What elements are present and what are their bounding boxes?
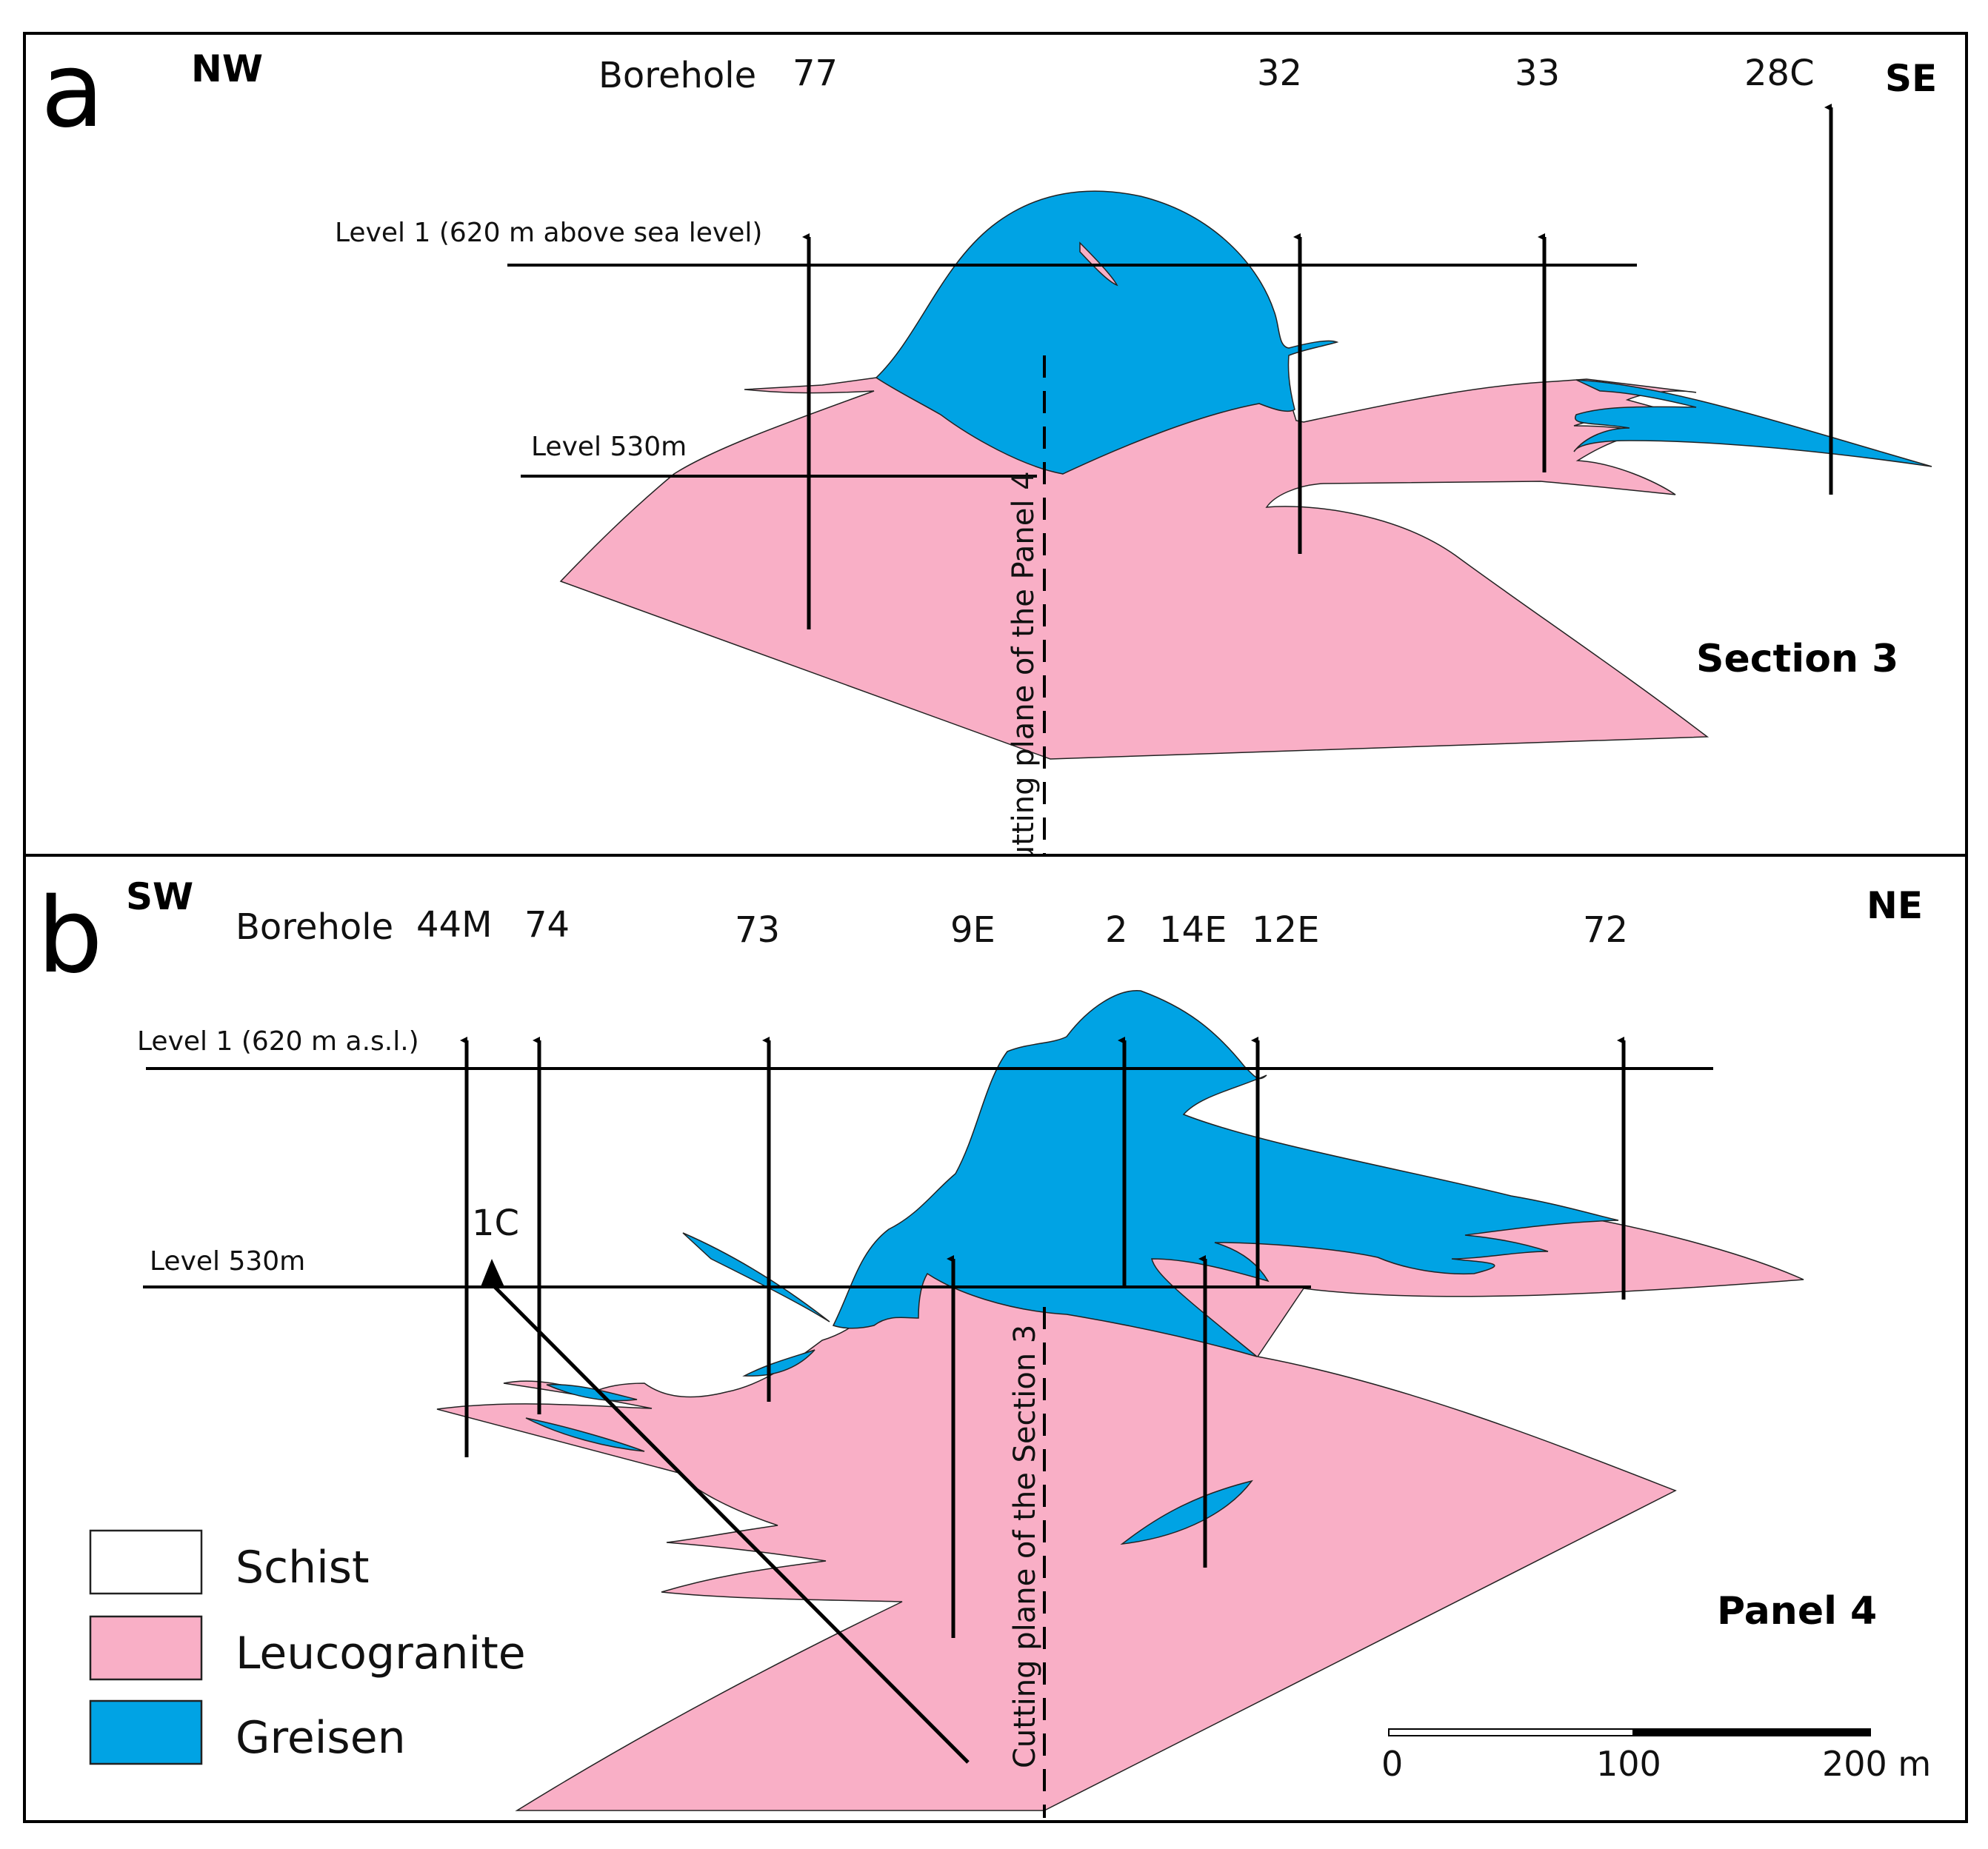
legend: Schist Leucogranite Greisen [89,1529,526,1765]
panel-a-leucogranite-body [559,377,1710,760]
panel-a-borehole-label: Borehole [598,55,756,96]
panel-b-greisen-finger-left [682,1232,830,1323]
panel-a-borehole-32: 32 [1257,53,1302,94]
panel-a-borehole-77: 77 [793,53,838,94]
panel-b-borehole-73: 73 [735,909,780,951]
scale-bar-white-segment [1388,1728,1634,1736]
legend-swatch-greisen [89,1699,203,1765]
panel-b-level-530-label: Level 530m [150,1246,305,1277]
scale-bar-black-segment [1632,1728,1871,1736]
panel-b-borehole-12e: 12E [1252,909,1319,951]
panel-b-borehole-1c-arrowhead [480,1259,505,1288]
legend-swatch-leucogranite [89,1615,203,1681]
panel-b-direction-sw: SW [126,875,193,918]
panel-b-title: Panel 4 [1717,1589,1877,1634]
panel-b-cutting-plane-label: Cutting plane of the Section 3 [1008,1325,1042,1768]
panel-a-level-1-label: Level 1 (620 m above sea level) [335,218,762,248]
legend-label-schist: Schist [236,1542,370,1594]
panel-b-borehole-14e: 14E [1159,909,1227,951]
panel-a-cutting-plane-label: Cutting plane of the Panel 4 [1007,471,1041,885]
panel-b-greisen-lens-44m [525,1417,645,1452]
panel-b-borehole-1c: 1C [472,1203,519,1244]
panel-a-title: Section 3 [1696,637,1898,681]
panel-a-direction-nw: NW [191,47,263,90]
panel-b-letter: b [37,876,103,997]
panel-a-greisen-body [875,190,1339,475]
panel-b-borehole-74: 74 [524,904,570,946]
panel-b-borehole-72: 72 [1583,909,1628,951]
legend-label-greisen: Greisen [236,1712,406,1764]
scale-bar-label-200m: 200 m [1822,1744,1931,1784]
panel-a-letter: a [41,30,104,151]
panel-b-direction-ne: NE [1867,884,1923,927]
panel-a-direction-se: SE [1885,57,1937,100]
panel-b-borehole-44m: 44M [416,904,493,946]
panel-b-greisen-lens-14e [1120,1479,1253,1545]
panel-b-leucogranite-body [436,1180,1804,1811]
panel-a-borehole-33: 33 [1515,53,1560,94]
panel-b-level-1-label: Level 1 (620 m a.s.l.) [137,1026,419,1057]
scale-bar: 0 100 200 m [1381,1728,1931,1784]
panel-a-level-530-label: Level 530m [531,432,687,462]
panel-b-borehole-1c-line [489,1281,970,1764]
panel-a-greisen-finger [1573,379,1932,467]
legend-label-leucogranite: Leucogranite [236,1628,526,1679]
panel-b-greisen-lens-74 [546,1384,638,1402]
scale-bar-label-100: 100 [1596,1744,1661,1784]
panel-b-borehole-2: 2 [1105,909,1128,951]
panel-a-borehole-28c: 28C [1744,53,1815,94]
panel-b-borehole-9e: 9E [950,909,995,951]
legend-swatch-schist [89,1529,203,1595]
scale-bar-label-0: 0 [1381,1744,1403,1784]
panel-b-greisen-body [832,990,1619,1357]
panel-b-borehole-label: Borehole [236,906,393,948]
